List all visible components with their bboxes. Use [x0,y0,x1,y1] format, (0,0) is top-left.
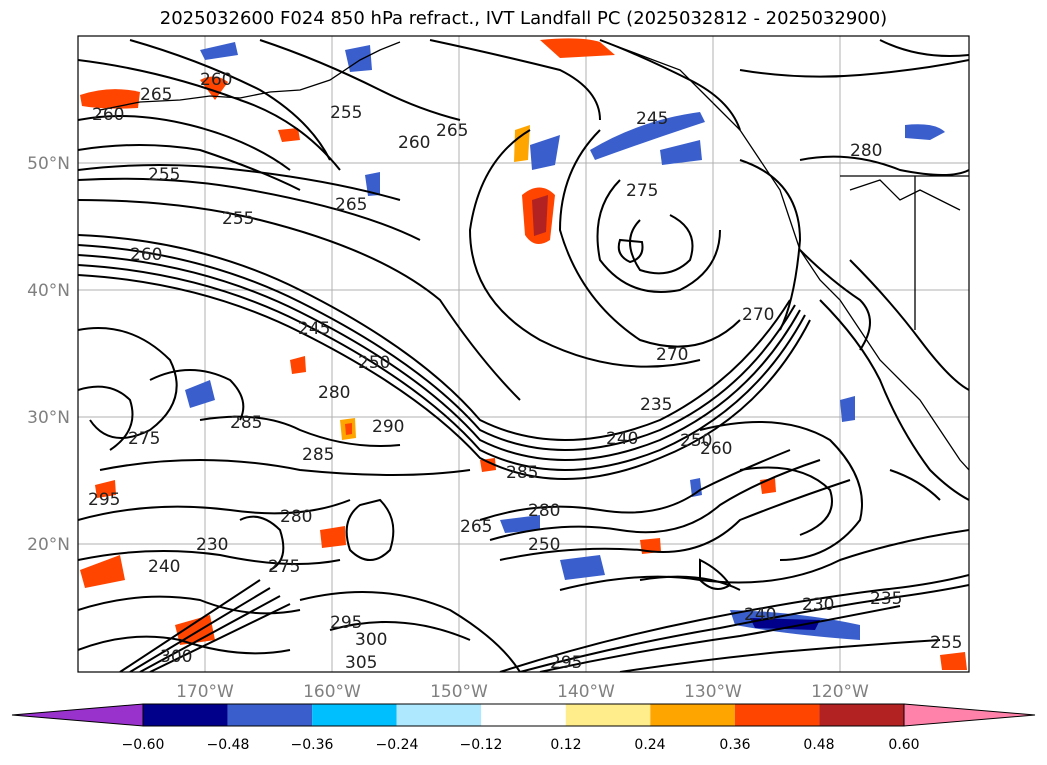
colorbar-extend-min [11,703,144,727]
contour-label: 280 [850,141,882,161]
lon-label: 170°W [176,682,234,702]
colorbar-segment [650,704,735,726]
refractivity-patches [80,38,967,670]
contour-label: 265 [140,85,172,105]
contour-label: 250 [528,535,560,555]
contour-label: 230 [196,535,228,555]
contour-label: 260 [398,133,430,153]
contour-label: 255 [930,633,962,653]
colorbar-tick: 0.12 [550,737,581,753]
coastline [99,39,969,471]
colorbar-segment [481,704,566,726]
contour-label: 230 [802,595,834,615]
contour-label: 240 [148,557,180,577]
colorbar-tick: 0.48 [803,737,834,753]
contour-label: 285 [230,413,262,433]
lat-label: 40°N [27,281,70,301]
contour-label: 260 [92,105,124,125]
colorbar-segment [734,704,820,726]
colorbar-segment [396,704,482,726]
contour-label: 275 [268,557,300,577]
contour-label: 290 [372,417,404,437]
contour-label: 245 [636,109,668,129]
lat-axis: 50°N 40°N 30°N 20°N [27,154,70,555]
lon-label: 130°W [684,682,742,702]
map-title: 2025032600 F024 850 hPa refract., IVT La… [159,8,888,29]
map-panel: 265 260 260 255 265 260 255 265 255 260 … [78,36,969,673]
lon-label: 140°W [557,682,615,702]
colorbar-segment [565,704,651,726]
colorbar-tick: 0.36 [719,737,750,753]
colorbar-tick: −0.48 [207,737,250,753]
lon-label: 160°W [303,682,361,702]
colorbar-segment [227,704,313,726]
contour-label: 265 [335,195,367,215]
colorbar-tick: −0.24 [376,737,419,753]
contour-label: 245 [298,319,330,339]
colorbar-ticks: −0.60 −0.48 −0.36 −0.24 −0.12 0.12 0.24 … [122,737,920,753]
colorbar-tick: −0.36 [291,737,334,753]
lon-label: 120°W [811,682,869,702]
colorbar-segment [312,704,397,726]
colorbar: −0.60 −0.48 −0.36 −0.24 −0.12 0.12 0.24 … [11,703,1036,753]
contour-label: 265 [460,517,492,537]
contour-label: 285 [302,445,334,465]
contour-label: 240 [744,605,776,625]
contour-label: 235 [870,589,902,609]
contour-lines [78,39,969,672]
contour-label: 295 [550,653,582,673]
contour-label: 250 [680,431,712,451]
map-frame [77,35,970,673]
contour-label: 285 [506,463,538,483]
colorbar-tick: −0.60 [122,737,165,753]
contour-label: 270 [656,345,688,365]
contour-label: 305 [345,653,377,673]
contour-label: 270 [742,305,774,325]
lon-axis: 170°W 160°W 150°W 140°W 130°W 120°W [176,682,869,702]
lat-label: 50°N [27,154,70,174]
contour-label: 260 [130,245,162,265]
contour-label: 240 [606,429,638,449]
lon-label: 150°W [430,682,488,702]
contour-label: 300 [355,630,387,650]
lat-label: 30°N [27,408,70,428]
contour-label: 260 [200,70,232,90]
colorbar-tick: −0.12 [460,737,503,753]
colorbar-segment [143,704,228,726]
colorbar-extend-max [903,703,1036,727]
contour-label: 280 [280,507,312,527]
contour-label: 295 [88,490,120,510]
contour-label: 255 [330,103,362,123]
contour-label: 265 [436,121,468,141]
contour-label: 280 [318,383,350,403]
contour-label: 260 [700,439,732,459]
colorbar-segment [819,704,904,726]
contour-labels: 265 260 260 255 265 260 255 265 255 260 … [88,70,962,673]
contour-label: 300 [160,647,192,667]
contour-label: 255 [148,165,180,185]
contour-label: 275 [128,429,160,449]
contour-label: 255 [222,209,254,229]
contour-label: 275 [626,181,658,201]
colorbar-tick: 0.60 [888,737,919,753]
contour-label: 280 [528,501,560,521]
lat-label: 20°N [27,535,70,555]
contour-label: 295 [330,613,362,633]
colorbar-tick: 0.24 [634,737,665,753]
contour-label: 250 [358,353,390,373]
contour-label: 235 [640,395,672,415]
